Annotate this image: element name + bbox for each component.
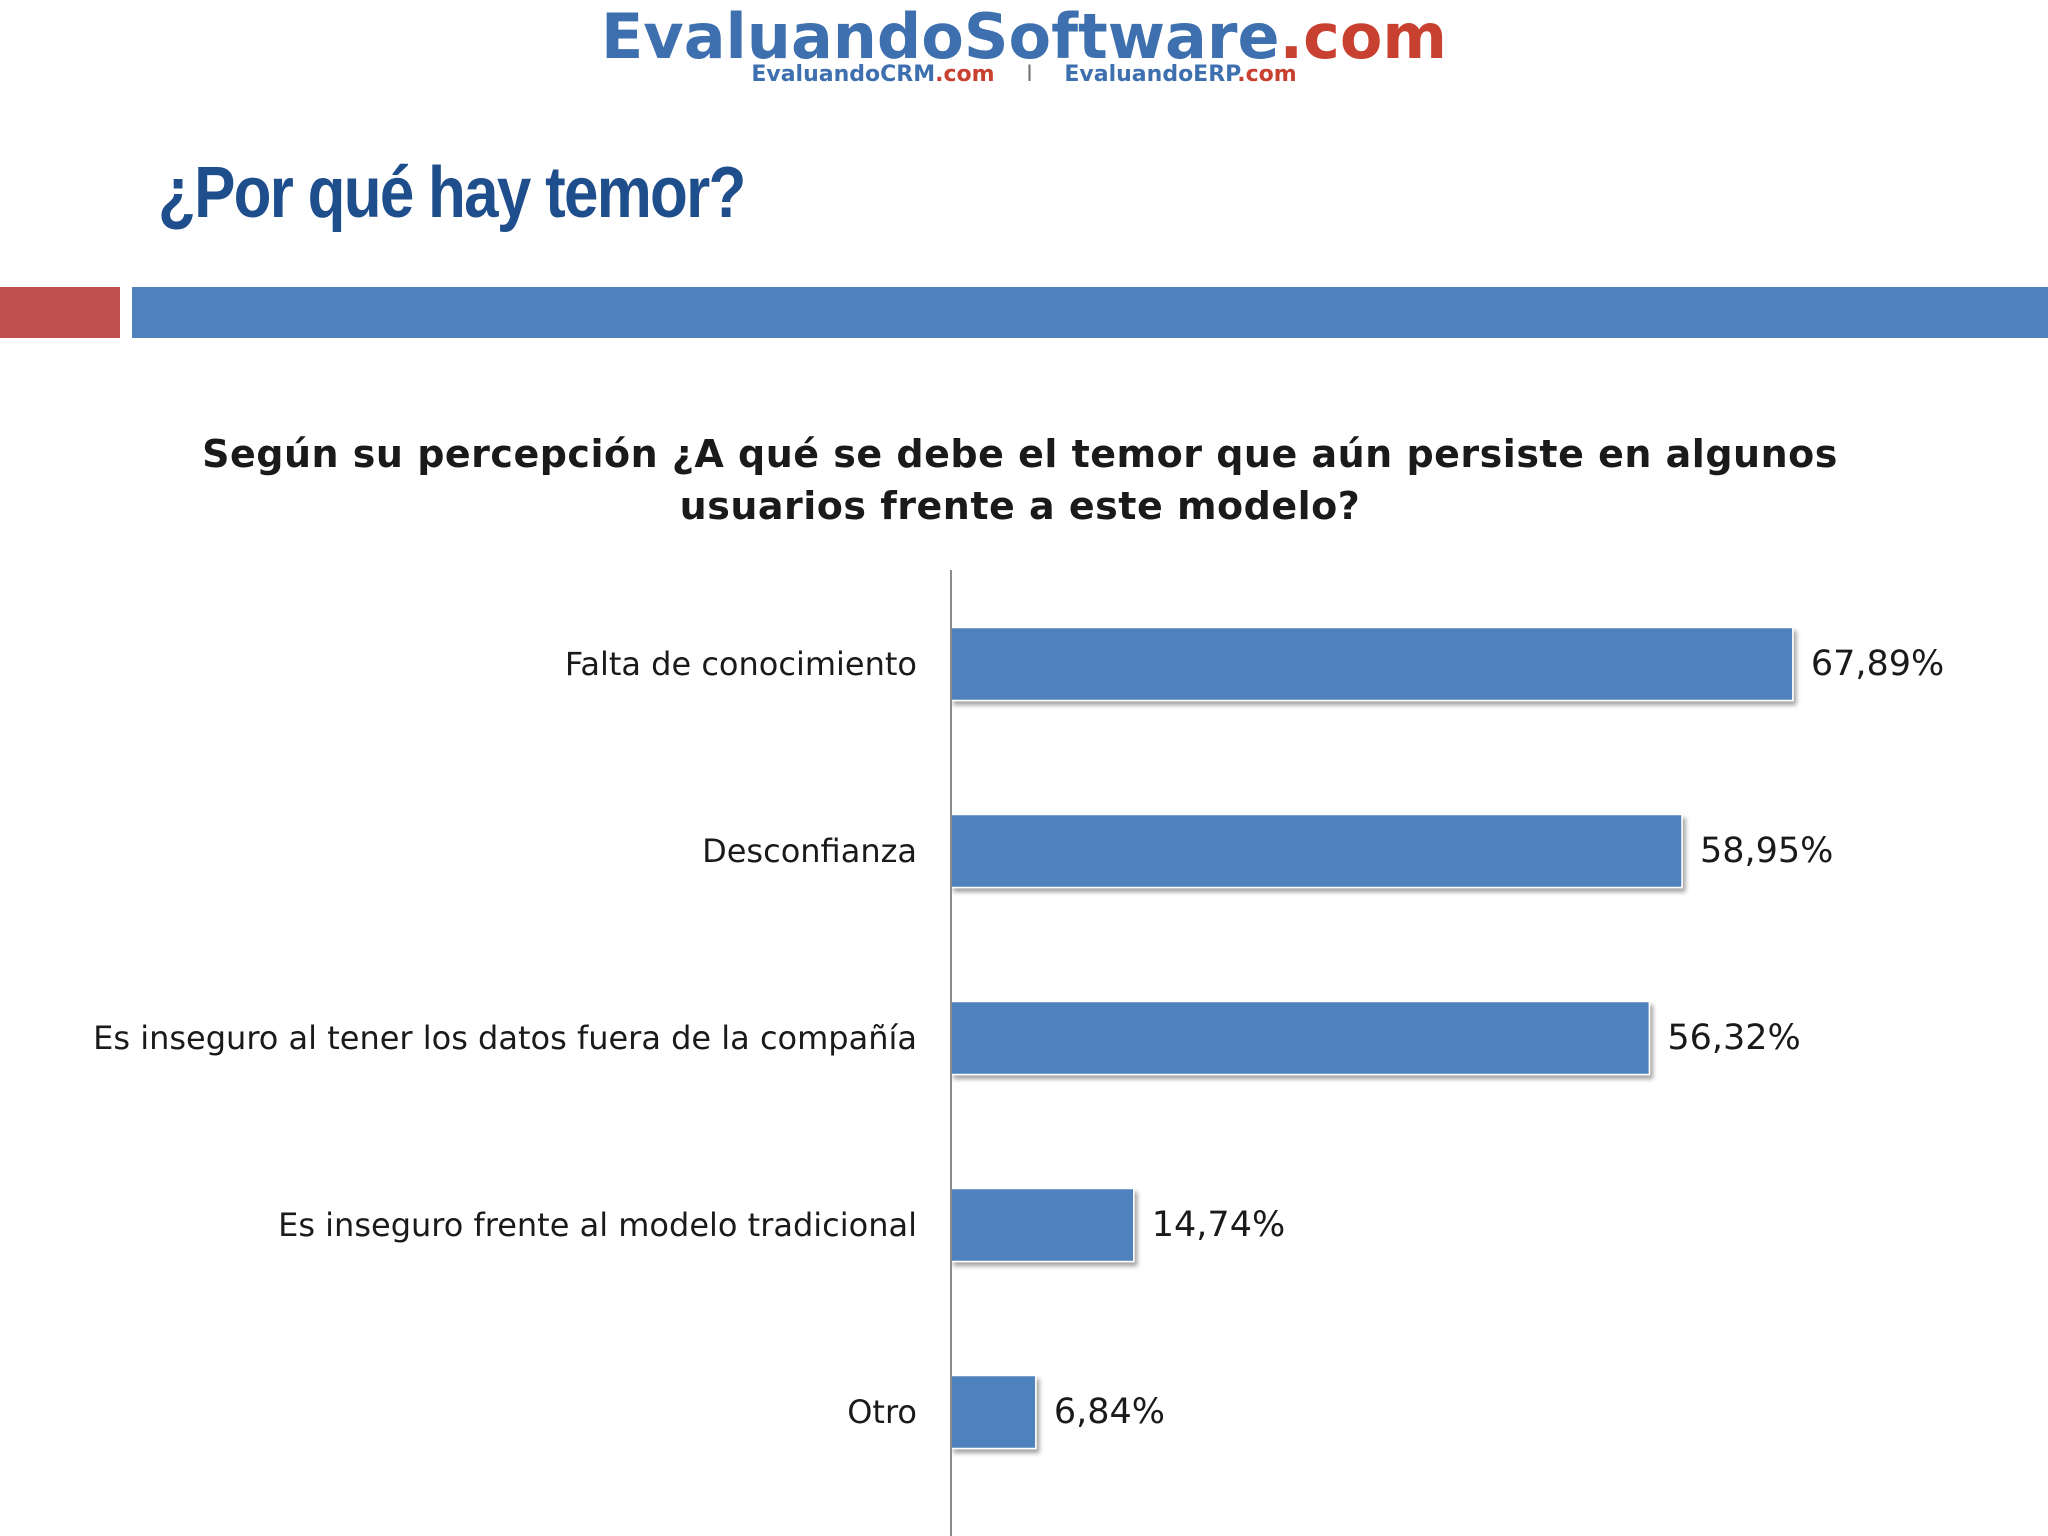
- bar: [950, 626, 1794, 702]
- logo-main-text: EvaluandoSoftware.com: [0, 2, 2048, 72]
- bar: [950, 813, 1683, 889]
- accent-bar-blue: [132, 287, 2048, 338]
- logo-separator: I: [1026, 62, 1033, 87]
- value-label: 14,74%: [1152, 1205, 1285, 1245]
- bars-layer: Falta de conocimiento 67,89% Desconfianza 5…: [93, 626, 1944, 1450]
- bar: [950, 1187, 1135, 1263]
- logo-sub-erp-domain: .com: [1237, 62, 1297, 87]
- value-label: 67,89%: [1811, 644, 1944, 684]
- bar-chart: Falta de conocimiento 67,89% Desconfianza 5…: [93, 570, 1944, 1536]
- slide-title: ¿Por qué hay temor?: [158, 153, 746, 233]
- logo-sub-text: EvaluandoCRM.com I EvaluandoERP.com: [0, 61, 2048, 89]
- bar: [950, 1374, 1037, 1450]
- logo-sub-crm-domain: .com: [935, 62, 995, 87]
- chart-title: Según su percepción ¿A qué se debe el te…: [200, 428, 1840, 532]
- logo-sub-crm: EvaluandoCRM.com: [751, 62, 994, 87]
- value-label: 6,84%: [1054, 1392, 1165, 1432]
- category-label: Otro: [847, 1393, 917, 1431]
- category-label: Desconfianza: [702, 832, 917, 870]
- chart-title-line-2: usuarios frente a este modelo?: [679, 484, 1361, 528]
- value-label: 56,32%: [1667, 1018, 1800, 1058]
- chart-title-line-1: Según su percepción ¿A qué se debe el te…: [202, 432, 1838, 476]
- logo-sub-crm-name: EvaluandoCRM: [751, 62, 936, 87]
- bar: [950, 1000, 1651, 1076]
- category-label: Es inseguro frente al modelo tradicional: [278, 1206, 917, 1244]
- category-label: Es inseguro al tener los datos fuera de …: [93, 1019, 917, 1057]
- accent-bar-red: [0, 287, 120, 338]
- site-logo: EvaluandoSoftware.com EvaluandoCRM.com I…: [0, 0, 2048, 100]
- category-label: Falta de conocimiento: [565, 645, 917, 683]
- logo-sub-erp-name: EvaluandoERP: [1064, 62, 1238, 87]
- logo-main-domain: .com: [1279, 0, 1448, 73]
- logo-main-name: EvaluandoSoftware: [600, 0, 1280, 73]
- value-label: 58,95%: [1700, 831, 1833, 871]
- logo-sub-erp: EvaluandoERP.com: [1064, 62, 1296, 87]
